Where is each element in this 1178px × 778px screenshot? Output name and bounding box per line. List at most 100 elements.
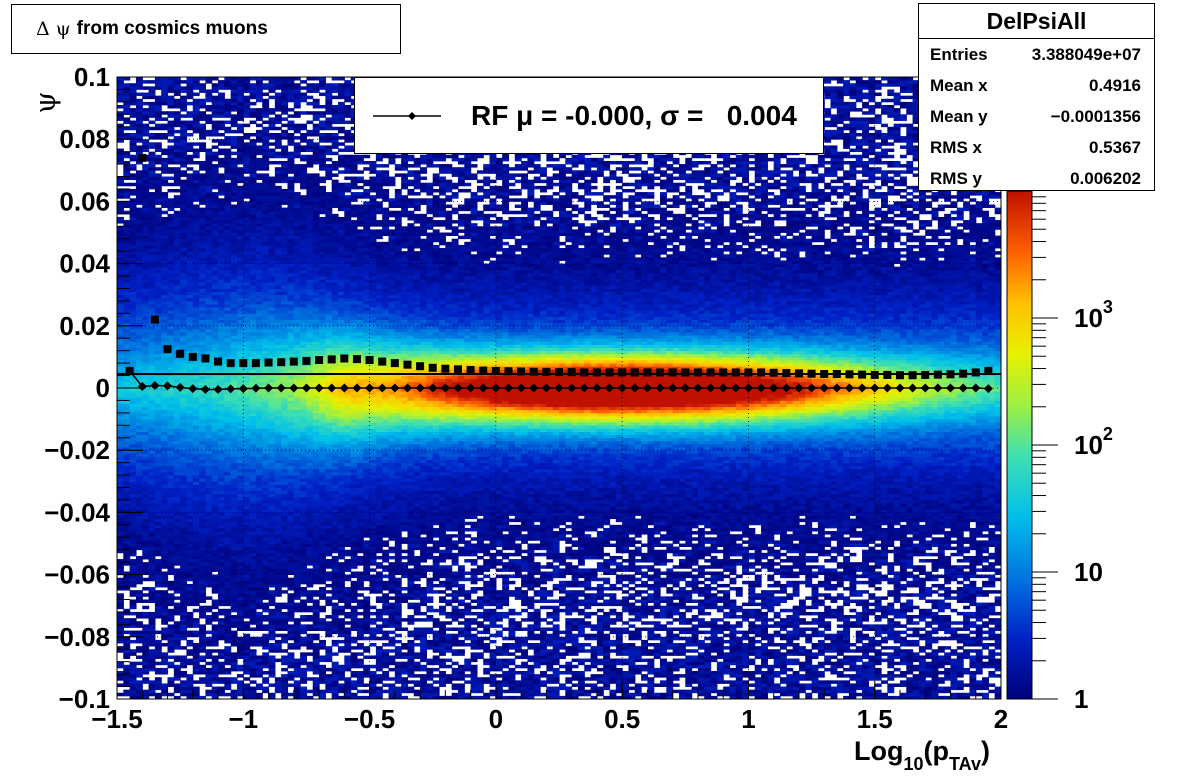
heatmap-cell	[167, 447, 175, 451]
heatmap-cell	[142, 431, 150, 436]
heatmap-cell	[142, 276, 150, 280]
heatmap-cell	[249, 220, 257, 224]
heatmap-cell	[154, 276, 162, 280]
heatmap-cell	[262, 478, 270, 482]
heatmap-cell	[274, 101, 282, 106]
heatmap-cell	[154, 272, 162, 277]
heatmap-cell	[180, 313, 188, 317]
heatmap-cell	[148, 220, 156, 224]
heatmap-cell	[224, 683, 232, 687]
heatmap-cell	[186, 179, 194, 184]
heatmap-cell	[173, 154, 181, 159]
heatmap-cell	[148, 487, 156, 492]
heatmap-cell	[161, 316, 169, 320]
heatmap-cell	[274, 509, 282, 513]
heatmap-cell	[211, 300, 219, 305]
heatmap-cell	[243, 580, 251, 585]
heatmap-cell	[262, 534, 270, 538]
heatmap-cell	[211, 562, 219, 566]
heatmap-cell	[268, 496, 276, 501]
heatmap-cell	[255, 388, 263, 392]
heatmap-cell	[218, 381, 225, 386]
heatmap-cell	[167, 282, 175, 286]
heatmap-cell	[148, 490, 156, 495]
heatmap-cell	[236, 167, 244, 171]
heatmap-cell	[287, 456, 295, 460]
heatmap-cell	[243, 611, 251, 616]
heatmap-cell	[287, 674, 295, 678]
heatmap-cell	[154, 425, 162, 429]
heatmap-cell	[135, 434, 143, 439]
heatmap-cell	[287, 602, 295, 607]
heatmap-cell	[186, 583, 194, 588]
heatmap-cell	[281, 319, 289, 324]
heatmap-cell	[199, 86, 206, 90]
heatmap-cell	[142, 471, 150, 476]
heatmap-cell	[255, 695, 263, 699]
heatmap-cell	[142, 571, 150, 575]
heatmap-cell	[148, 388, 156, 392]
heatmap-cell	[205, 182, 213, 187]
heatmap-cell	[135, 574, 143, 579]
heatmap-cell	[186, 282, 194, 286]
heatmap-cell	[230, 288, 238, 292]
heatmap-cell	[268, 195, 276, 199]
heatmap-cell	[117, 344, 124, 348]
heatmap-cell	[167, 633, 175, 638]
heatmap-cell	[224, 188, 232, 193]
heatmap-cell	[262, 664, 270, 669]
heatmap-cell	[117, 484, 124, 488]
heatmap-cell	[161, 198, 169, 202]
heatmap-cell	[161, 204, 169, 209]
heatmap-cell	[243, 80, 251, 84]
heatmap-cell	[123, 440, 131, 445]
heatmap-cell	[186, 394, 194, 398]
heatmap-cell	[255, 590, 263, 594]
heatmap-cell	[123, 649, 131, 653]
heatmap-cell	[243, 164, 251, 168]
heatmap-cell	[186, 114, 194, 118]
heatmap-cell	[249, 310, 257, 314]
heatmap-cell	[186, 313, 194, 317]
heatmap-cell	[199, 375, 206, 380]
heatmap-cell	[154, 593, 162, 597]
heatmap-cell	[180, 534, 188, 538]
heatmap-cell	[186, 347, 194, 352]
heatmap-cell	[154, 478, 162, 482]
heatmap-cell	[192, 332, 200, 336]
heatmap-cell	[161, 437, 169, 442]
heatmap-cell	[180, 195, 188, 199]
heatmap-cell	[243, 338, 251, 342]
heatmap-cell	[281, 101, 289, 106]
heatmap-cell	[154, 391, 162, 395]
heatmap-cell	[161, 98, 169, 103]
heatmap-cell	[274, 443, 282, 448]
heatmap-cell	[142, 636, 150, 641]
heatmap-cell	[274, 543, 282, 548]
heatmap-cell	[236, 288, 244, 292]
heatmap-cell	[135, 322, 143, 327]
heatmap-cell	[180, 363, 188, 367]
heatmap-cell	[142, 145, 150, 149]
heatmap-cell	[135, 465, 143, 470]
heatmap-cell	[262, 680, 270, 684]
heatmap-cell	[173, 419, 181, 423]
heatmap-cell	[135, 456, 143, 460]
heatmap-cell	[255, 431, 263, 436]
heatmap-cell	[142, 325, 150, 330]
heatmap-cell	[173, 328, 181, 333]
heatmap-cell	[230, 692, 238, 697]
heatmap-cell	[224, 633, 232, 638]
heatmap-cell	[123, 282, 131, 286]
heatmap-cell	[148, 369, 156, 373]
heatmap-cell	[186, 456, 194, 460]
heatmap-cell	[186, 587, 194, 591]
heatmap-cell	[186, 568, 194, 572]
heatmap-cell	[180, 148, 188, 153]
heatmap-cell	[129, 503, 137, 507]
heatmap-cell	[249, 559, 257, 563]
heatmap-cell	[236, 229, 244, 233]
heatmap-cell	[129, 384, 137, 389]
heatmap-cell	[262, 263, 270, 268]
heatmap-cell	[255, 518, 263, 523]
